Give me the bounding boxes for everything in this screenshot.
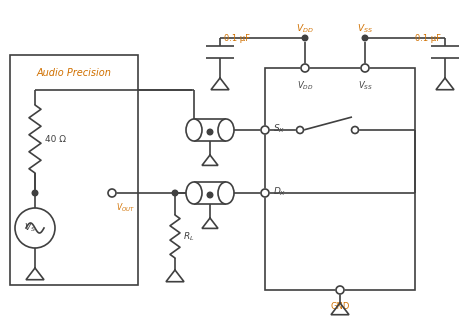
Ellipse shape (218, 182, 234, 204)
Bar (265, 68, 415, 290)
Text: 40 Ω: 40 Ω (45, 134, 66, 144)
Text: $V_S$: $V_S$ (24, 222, 36, 234)
Text: Audio Precision: Audio Precision (36, 68, 112, 78)
Circle shape (261, 126, 269, 134)
Ellipse shape (186, 182, 202, 204)
Bar (10, 55, 138, 285)
Text: $D_X$: $D_X$ (273, 185, 286, 198)
Circle shape (336, 286, 344, 294)
Circle shape (32, 190, 38, 196)
Circle shape (15, 208, 55, 248)
Text: $V_{DD}$: $V_{DD}$ (296, 23, 314, 35)
Circle shape (261, 189, 269, 197)
Circle shape (302, 35, 308, 41)
Circle shape (207, 129, 213, 135)
Text: $V_{OUT}$: $V_{OUT}$ (116, 201, 135, 214)
Bar (194, 182, 226, 204)
Circle shape (362, 35, 368, 41)
Circle shape (108, 189, 116, 197)
Text: GND: GND (331, 302, 350, 311)
Text: $R_L$: $R_L$ (183, 230, 195, 243)
Text: $S_X$: $S_X$ (273, 122, 285, 135)
Text: $V_{SS}$: $V_{SS}$ (357, 23, 373, 35)
Circle shape (296, 126, 303, 133)
Circle shape (207, 192, 213, 198)
Ellipse shape (186, 119, 202, 141)
Circle shape (301, 64, 309, 72)
Ellipse shape (218, 119, 234, 141)
Bar (194, 119, 226, 141)
Circle shape (351, 126, 359, 133)
Circle shape (361, 64, 369, 72)
Text: 0.1 μF: 0.1 μF (415, 34, 441, 43)
Text: 0.1 μF: 0.1 μF (224, 34, 250, 43)
Circle shape (172, 190, 178, 196)
Text: $V_{SS}$: $V_{SS}$ (357, 80, 372, 93)
Text: $V_{DD}$: $V_{DD}$ (297, 80, 313, 93)
